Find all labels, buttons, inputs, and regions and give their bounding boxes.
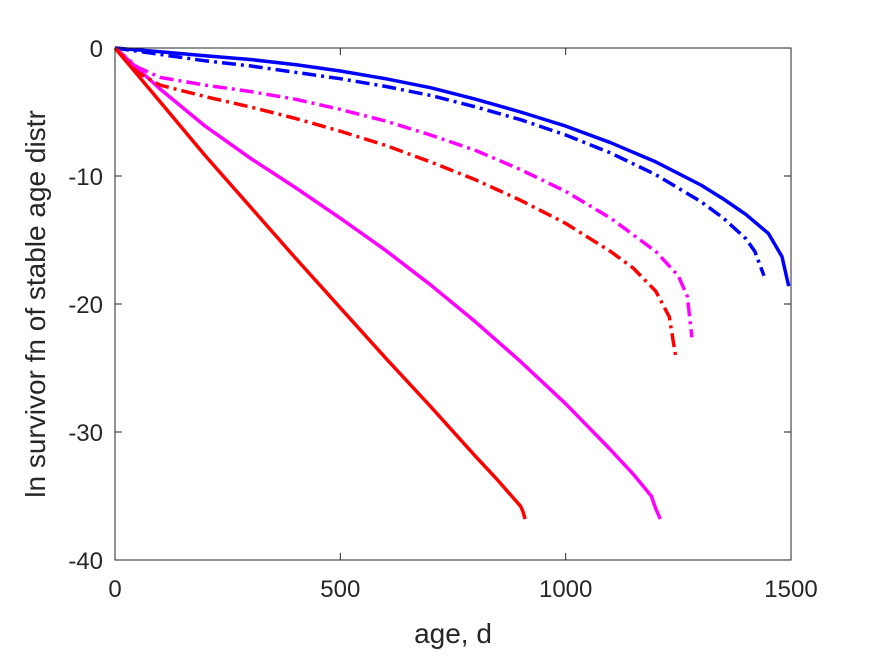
y-tick-label: -40 <box>68 548 103 575</box>
y-tick-label: -30 <box>68 420 103 447</box>
series-line-3 <box>113 46 662 520</box>
x-tick-label: 500 <box>320 576 360 603</box>
x-axis-label: age, d <box>414 618 492 649</box>
series-line-1 <box>114 46 791 287</box>
series-line-4 <box>113 46 694 338</box>
series-line-6 <box>113 46 678 360</box>
y-tick-label: 0 <box>90 36 103 63</box>
x-tick-label: 1500 <box>764 576 817 603</box>
series-line-5 <box>113 46 527 520</box>
y-tick-label: -10 <box>68 164 103 191</box>
series-line-2 <box>114 46 766 277</box>
series-layer <box>113 46 791 520</box>
y-axis-label: ln survivor fn of stable age distr <box>20 110 51 498</box>
x-tick-label: 1000 <box>539 576 592 603</box>
x-tick-label: 0 <box>108 576 121 603</box>
y-tick-label: -20 <box>68 292 103 319</box>
tick-layer: 0 500 1000 1500 0 -10 -20 -30 -40 <box>68 36 817 603</box>
